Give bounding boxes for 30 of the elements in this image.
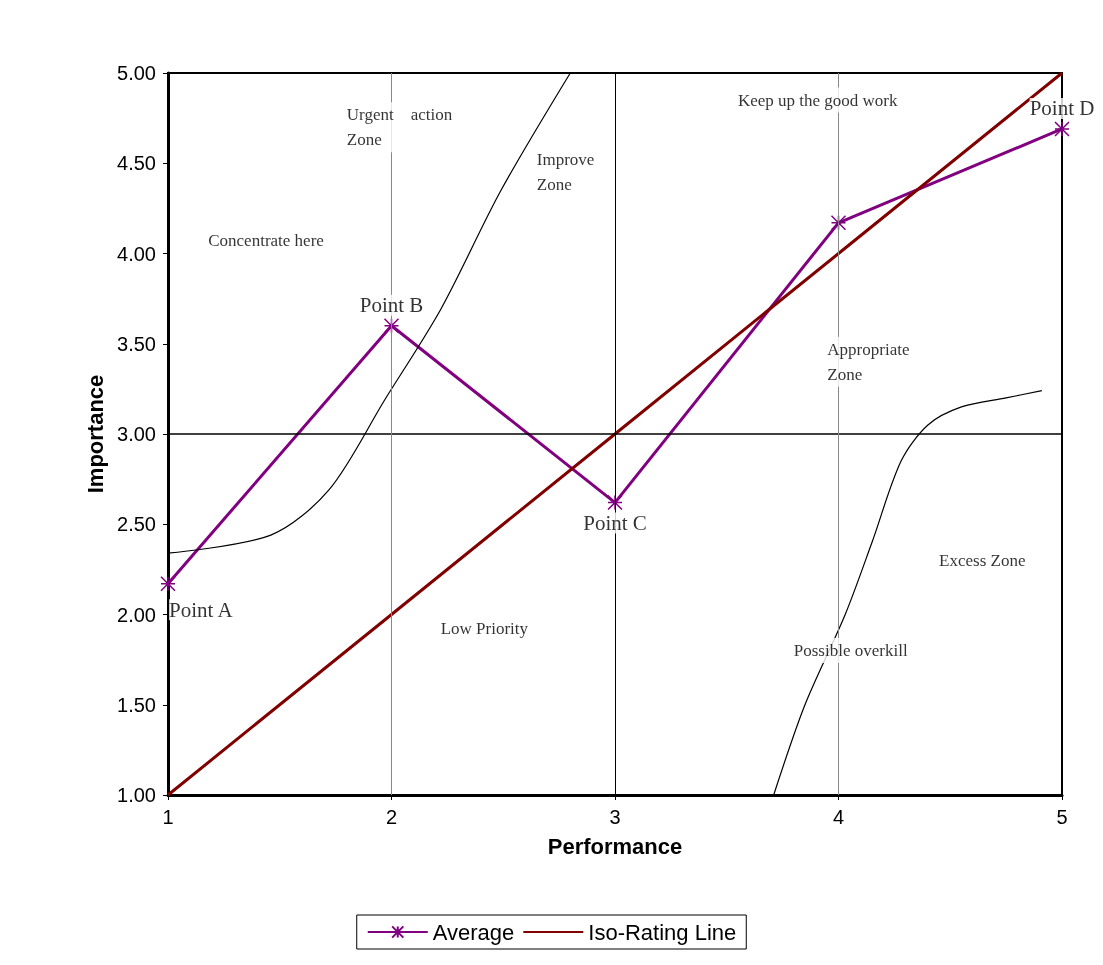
annotation: Point C [583,511,647,536]
y-tick-label: 5.00 [117,62,156,84]
legend-label: Average [432,919,515,945]
y-tick-label: 2.50 [117,513,156,536]
y-tick-label: 4.50 [117,152,156,175]
y-axis-title: Importance [82,374,108,494]
legend-label: Iso-Rating Line [588,919,737,945]
annotation: Excess Zone [939,550,1026,570]
annotation: Point D [1029,96,1095,121]
x-tick-label: 4 [832,806,845,828]
annotation: Keep up the good work [737,90,898,110]
annotation: Improve Zone [536,150,595,195]
annotation: Possible overkill [793,641,908,661]
y-tick-label: 1.00 [117,784,156,806]
x-axis-title: Performance [547,833,683,859]
y-tick-label: 3.50 [117,332,156,355]
x-tick-label: 2 [385,806,398,828]
annotation: Concentrate here [208,231,324,251]
annotation: Appropriate Zone [827,339,910,384]
x-tick-label: 3 [609,806,621,828]
annotation: Low Priority [440,619,529,639]
y-tick-label: 1.50 [117,693,156,716]
y-tick-label: 4.00 [117,242,156,265]
y-tick-label: 2.00 [117,603,156,626]
annotation: Point B [359,293,424,318]
x-tick-label: 1 [162,806,174,828]
x-tick-label: 5 [1056,806,1068,828]
y-tick-label: 3.00 [117,423,156,445]
annotation: Point A [169,597,234,622]
annotation: Urgent action Zone [346,105,453,150]
